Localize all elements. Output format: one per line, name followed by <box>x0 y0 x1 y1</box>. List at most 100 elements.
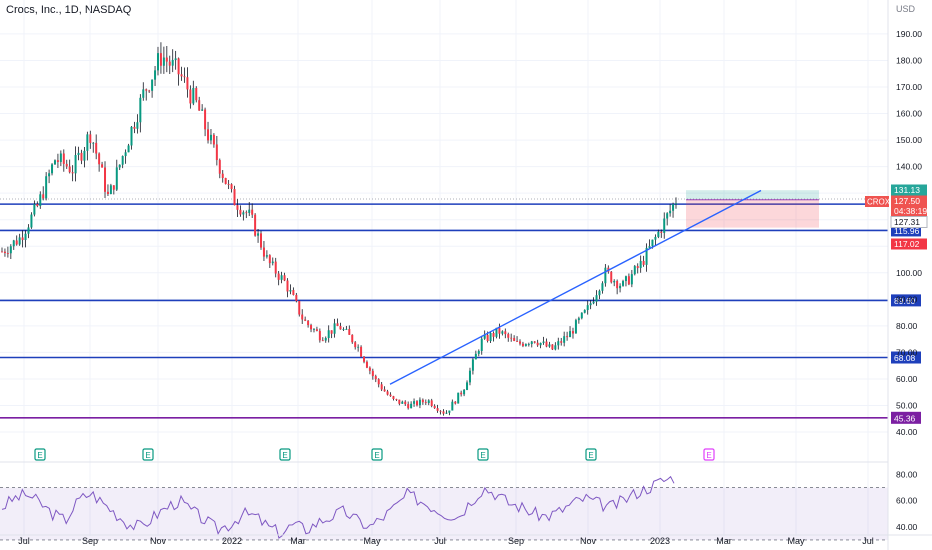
candle-body <box>524 344 527 346</box>
earnings-marker <box>703 448 715 461</box>
earnings-marker <box>34 448 46 461</box>
candle-body <box>439 410 442 412</box>
candle-body <box>236 205 239 210</box>
price-tick-label: 70.00 <box>896 347 918 357</box>
symbol-tag-label: CROX <box>867 198 891 207</box>
candle-body <box>601 283 604 291</box>
trendline[interactable] <box>389 189 762 385</box>
candle-body <box>83 150 86 161</box>
candle-body <box>466 382 469 390</box>
candle-body <box>410 403 413 409</box>
candle-body <box>383 389 386 392</box>
candle-body <box>407 404 410 409</box>
candle-body <box>104 167 107 192</box>
candle-body <box>315 329 318 331</box>
candle-body <box>468 370 471 383</box>
candle-body <box>586 305 589 311</box>
candle-body <box>542 341 545 343</box>
candle-body <box>513 338 516 341</box>
candle-body <box>318 330 321 341</box>
candle-body <box>566 336 569 338</box>
candle-body <box>33 204 36 215</box>
price-badge-label: 131.13 <box>894 185 920 195</box>
candle-body <box>36 204 39 206</box>
candle-body <box>324 338 327 341</box>
candle-body <box>521 343 524 346</box>
candle-body <box>630 274 633 285</box>
trendline-line <box>389 189 762 385</box>
candle-body <box>636 266 639 269</box>
candle-body <box>98 153 101 165</box>
candle-body <box>45 176 48 199</box>
time-tick-label: May <box>363 536 381 546</box>
candle-body <box>663 218 666 233</box>
price-badge-label: 117.02 <box>894 239 920 249</box>
candle-body <box>510 337 513 339</box>
candle-body <box>268 255 271 264</box>
candle-body <box>551 344 554 350</box>
candle-body <box>295 294 298 301</box>
candle-body <box>395 398 398 400</box>
candle-body <box>74 154 77 174</box>
candle-body <box>648 246 651 248</box>
candle-body <box>571 331 574 334</box>
candle-body <box>627 276 630 285</box>
time-tick-label: 2023 <box>650 536 670 546</box>
candle-body <box>3 251 6 254</box>
candle-body <box>304 319 307 321</box>
position-box[interactable] <box>686 190 819 228</box>
candle-body <box>118 164 121 168</box>
candle-body <box>124 152 127 157</box>
candle-body <box>563 336 566 343</box>
candle-body <box>233 189 236 206</box>
candle-body <box>310 325 313 330</box>
candle-body <box>492 333 495 337</box>
candle-body <box>577 318 580 321</box>
candle-body <box>363 356 366 362</box>
candle-body <box>48 173 51 177</box>
candle-body <box>92 142 95 144</box>
candle-body <box>106 191 109 195</box>
candle-body <box>177 58 180 75</box>
candle-body <box>212 134 215 145</box>
candle-body <box>639 260 642 269</box>
position-stop-zone <box>686 200 819 228</box>
candle-body <box>112 185 115 190</box>
candle-body <box>660 231 663 233</box>
candle-body <box>42 194 45 199</box>
candle-body <box>286 280 289 292</box>
candle-body <box>642 260 645 265</box>
candle-body <box>115 167 118 190</box>
candle-body <box>516 340 519 342</box>
level-price-label: 45.36 <box>894 413 916 423</box>
price-tick-label: 50.00 <box>896 400 918 410</box>
candle-body <box>604 267 607 284</box>
candle-body <box>610 271 613 283</box>
candle-body <box>471 359 474 371</box>
rsi-tick-label: 40.00 <box>896 522 918 532</box>
candle-body <box>283 275 286 281</box>
candle-body <box>598 290 601 296</box>
candle-body <box>569 331 572 338</box>
candle-body <box>357 346 360 348</box>
candle-body <box>463 389 466 395</box>
candle-body <box>530 341 533 345</box>
candle-body <box>333 323 336 334</box>
candle-body <box>427 400 430 404</box>
candle-body <box>301 314 304 320</box>
time-tick-label: Nov <box>150 536 167 546</box>
price-badge <box>891 184 927 196</box>
candle-body <box>365 361 368 368</box>
chart-title: Crocs, Inc., 1D, NASDAQ <box>6 4 132 16</box>
candle-body <box>433 405 436 409</box>
candle-body <box>666 213 669 219</box>
candle-body <box>209 134 212 141</box>
candle-body <box>330 330 333 334</box>
candle-body <box>589 303 592 306</box>
candle-body <box>616 280 619 289</box>
candle-body <box>374 376 377 380</box>
